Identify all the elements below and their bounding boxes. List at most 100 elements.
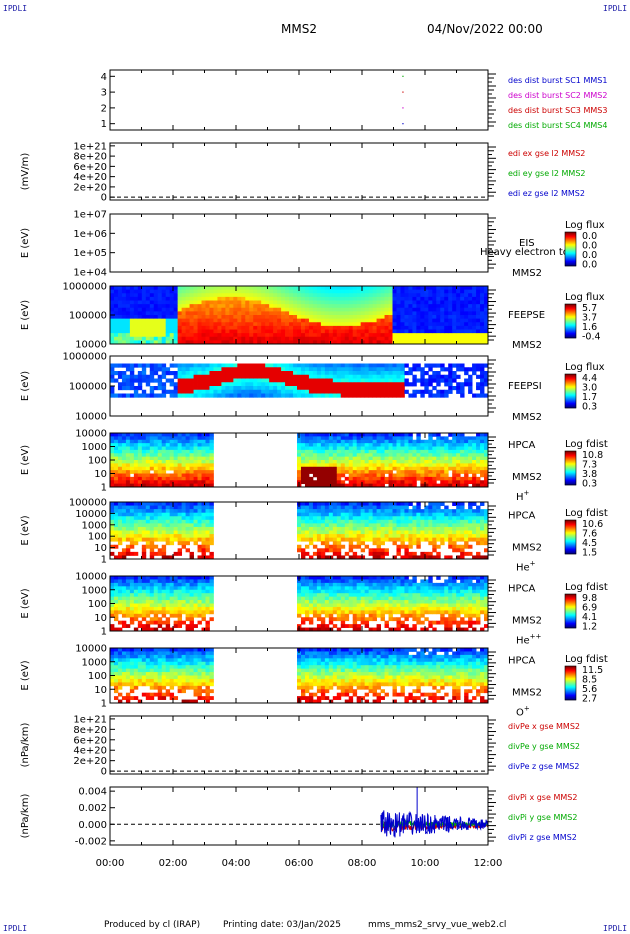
colorbar-band: [565, 246, 576, 248]
spectrogram-cell: [253, 333, 258, 338]
spectrogram-cell: [408, 463, 413, 468]
spectrogram-cell: [181, 315, 186, 320]
spectrogram-cell: [380, 505, 385, 510]
spectrogram-cell: [289, 382, 294, 387]
spectrogram-cell: [408, 516, 413, 521]
spectrogram-cell: [110, 443, 115, 447]
spectrogram-cell: [404, 329, 409, 334]
colorbar-band: [565, 389, 576, 391]
spectrogram-cell: [289, 322, 294, 327]
spectrogram-cell: [297, 526, 302, 531]
spectrogram-cell: [169, 519, 175, 524]
spectrogram-cell: [328, 519, 334, 524]
spectrogram-cell: [110, 336, 115, 341]
spectrogram-cell: [129, 534, 135, 539]
colorbar-band: [565, 483, 576, 485]
spectrogram-cell: [448, 530, 453, 535]
spectrogram-cell: [420, 374, 425, 379]
spectrogram-cell: [468, 304, 473, 309]
spectrogram-cell: [460, 286, 465, 291]
spectrogram-cell: [416, 378, 421, 383]
spectrogram-cell: [197, 436, 202, 441]
spectrogram-cell: [245, 300, 250, 305]
spectrogram-cell: [372, 449, 377, 454]
spectrogram-cell: [181, 502, 186, 506]
spectrogram-cell: [340, 300, 346, 305]
spectrogram-cell: [420, 509, 425, 514]
spectrogram-cell: [484, 460, 489, 464]
spectrogram-cell: [173, 470, 179, 474]
spectrogram-cell: [181, 519, 186, 524]
spectrogram-cell: [177, 460, 183, 464]
spectrogram-cell: [316, 456, 322, 461]
spectrogram-cell: [161, 483, 167, 488]
spectrogram-cell: [304, 439, 310, 444]
spectrogram-cell: [392, 541, 397, 546]
spectrogram-cell: [320, 433, 326, 437]
spectrogram-cell: [193, 456, 198, 461]
spectrogram-cell: [456, 389, 461, 394]
spectrogram-cell: [408, 329, 413, 334]
spectrogram-cell: [225, 333, 230, 338]
spectrogram-cell: [468, 456, 473, 461]
spectrogram-cell: [213, 307, 218, 312]
spectrogram-cell: [420, 534, 425, 539]
spectrogram-cell: [189, 296, 194, 301]
spectrogram-cell: [320, 530, 326, 535]
spectrogram-cell: [265, 325, 270, 330]
spectrogram-cell: [432, 453, 437, 458]
spectrogram-cell: [149, 318, 155, 323]
spectrogram-cell: [364, 333, 370, 338]
spectrogram-cell: [173, 534, 179, 539]
spectrogram-cell: [440, 453, 445, 458]
spectrogram-cell: [157, 386, 163, 391]
spectrogram-cell: [364, 286, 370, 291]
spectrogram-cell: [392, 311, 397, 316]
spectrogram-cell: [436, 453, 441, 458]
spectrogram-cell: [384, 371, 389, 376]
spectrogram-cell: [177, 523, 183, 528]
spectrogram-cell: [356, 315, 362, 320]
spectrogram-cell: [360, 443, 366, 447]
spectrogram-cell: [480, 516, 485, 521]
spectrogram-cell: [436, 322, 441, 327]
spectrogram-cell: [185, 449, 190, 454]
spectrogram-cell: [484, 363, 489, 368]
spectrogram-cell: [277, 389, 282, 394]
spectrogram-cell: [145, 460, 151, 464]
spectrogram-cell: [201, 519, 206, 524]
spectrogram-cell: [468, 307, 473, 312]
spectrogram-cell: [181, 318, 186, 323]
spectrogram-cell: [253, 307, 258, 312]
spectrogram-cell: [372, 466, 377, 471]
spectrogram-cell: [376, 453, 381, 458]
spectrogram-cell: [432, 502, 437, 506]
spectrogram-cell: [237, 318, 242, 323]
spectrogram-cell: [193, 386, 198, 391]
spectrogram-cell: [464, 516, 469, 521]
spectrogram-cell: [185, 526, 190, 531]
spectrogram-cell: [372, 293, 377, 298]
spectrogram-cell: [133, 318, 139, 323]
spectrogram-cell: [352, 378, 358, 383]
spectrogram-cell: [125, 534, 131, 539]
spectrogram-cell: [177, 393, 183, 398]
spectrogram-cell: [356, 307, 362, 312]
spectrogram-cell: [440, 393, 445, 398]
spectrogram-cell: [384, 470, 389, 474]
spectrogram-cell: [289, 363, 294, 368]
spectrogram-cell: [161, 523, 167, 528]
spectrogram-cell: [472, 443, 477, 447]
spectrogram-cell: [476, 526, 481, 531]
spectrogram-cell: [412, 523, 417, 528]
spectrogram-cell: [480, 433, 485, 437]
spectrogram-cell: [261, 289, 266, 294]
spectrogram-cell: [201, 537, 206, 542]
spectrogram-cell: [293, 371, 298, 376]
spectrogram-cell: [261, 333, 266, 338]
spectrogram-cell: [424, 516, 429, 521]
spectrogram-cell: [424, 519, 429, 524]
spectrogram-cell: [380, 296, 385, 301]
spectrogram-cell: [460, 318, 465, 323]
spectrogram-cell: [129, 483, 135, 488]
